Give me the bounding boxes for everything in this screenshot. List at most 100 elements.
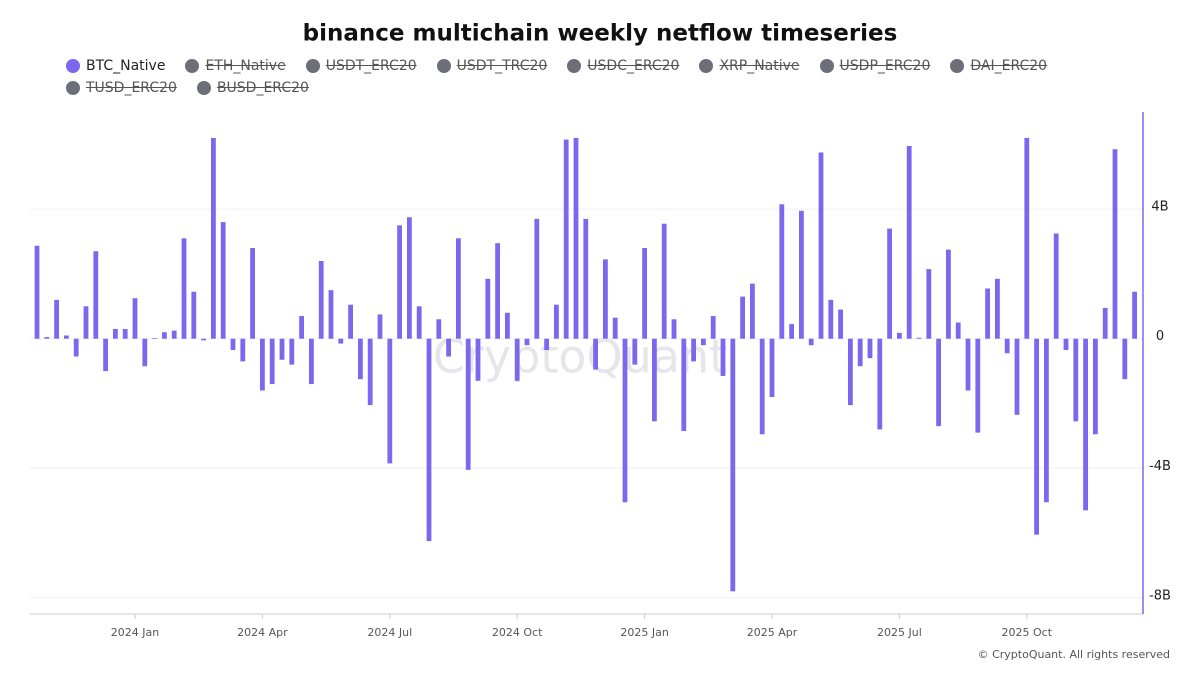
bar [34,245,40,339]
bar [152,338,157,339]
bar [985,288,990,339]
legend-label: BUSD_ERC20 [216,80,309,96]
legend-marker [66,59,80,73]
legend-label: BTC_Native [86,58,166,74]
bar [397,225,402,339]
bar [485,278,491,339]
legend-label: XRP_Native [719,58,800,74]
bar [1004,338,1010,354]
bar [877,338,883,430]
bar [269,338,275,385]
bar [1093,338,1098,435]
bar [171,330,177,339]
bar [887,228,892,339]
legend-item[interactable]: TUSD_ERC20 [66,78,177,98]
legend-item[interactable]: USDT_ERC20 [305,56,417,76]
bar [603,259,608,339]
bar [897,332,902,339]
bar [769,338,775,398]
legend-label: USDP_ERC20 [839,58,931,74]
legend-marker [66,81,80,95]
legend-label: USDC_ERC20 [587,58,680,74]
bar [1122,338,1128,380]
bar [750,283,755,339]
bar [1044,338,1049,503]
legend-item[interactable]: ETH_Native [185,56,286,76]
bar [426,338,432,542]
bar [759,338,765,435]
bar [289,338,295,365]
bar [103,338,108,372]
bar [573,137,579,339]
bar [142,338,148,367]
bar [936,338,941,427]
legend-label: TUSD_ERC20 [86,80,177,96]
x-tick-label: 2025 Oct [1002,626,1053,639]
bar [779,204,785,339]
bar [916,337,922,339]
bar [965,338,971,391]
bar [681,338,687,432]
bar [661,223,667,339]
y-tick-label: -4B [1149,459,1171,474]
bar [54,299,59,339]
legend-item[interactable]: USDP_ERC20 [819,56,931,76]
bar [181,238,187,339]
bar [544,338,549,351]
legend: BTC_Native ETH_Native USDT_ERC20 USDT_TRC20… [66,56,1166,98]
bar [211,137,216,339]
bar [995,278,1000,339]
bar [73,338,79,357]
bar [475,338,481,381]
legend-marker [305,59,320,73]
bar [348,304,353,339]
bar [358,338,363,380]
bar [250,248,255,339]
legend-label: DAI_ERC20 [970,58,1048,74]
legend-marker [436,59,451,73]
bar [818,152,824,339]
bar [867,338,873,359]
bar [975,338,981,433]
bar [1053,233,1059,339]
bar [848,338,853,406]
bar [279,338,285,360]
legend-marker [819,59,834,73]
bar [632,338,638,365]
bar [309,338,314,385]
bar [113,328,118,339]
bar [367,338,373,406]
bar [446,338,451,357]
bar [436,319,442,339]
bar [671,319,677,339]
credit: © CryptoQuant. All rights reserved [978,648,1170,661]
bar [416,306,422,339]
bar [1063,338,1069,351]
legend-item[interactable]: XRP_Native [699,56,800,76]
bar [730,338,736,592]
bar [1102,307,1108,339]
bar [220,222,226,339]
bar [720,338,726,376]
bar [1083,338,1088,511]
legend-item[interactable]: USDC_ERC20 [567,56,679,76]
bar [1024,137,1030,339]
bar [808,338,814,346]
y-tick-label: 0 [1156,329,1164,344]
bar [583,218,589,339]
bar [563,139,569,339]
legend-item[interactable]: DAI_ERC20 [950,56,1047,76]
bar [857,338,863,367]
legend-item[interactable]: USDT_TRC20 [436,56,547,76]
bar [328,290,334,339]
legend-item[interactable]: BTC_Native [66,56,165,76]
bar [652,338,657,422]
x-tick-label: 2024 Jan [111,626,159,639]
legend-item[interactable]: BUSD_ERC20 [196,78,309,98]
bar [906,146,912,339]
bar [132,298,138,339]
bar [524,338,530,346]
bar [622,338,628,503]
